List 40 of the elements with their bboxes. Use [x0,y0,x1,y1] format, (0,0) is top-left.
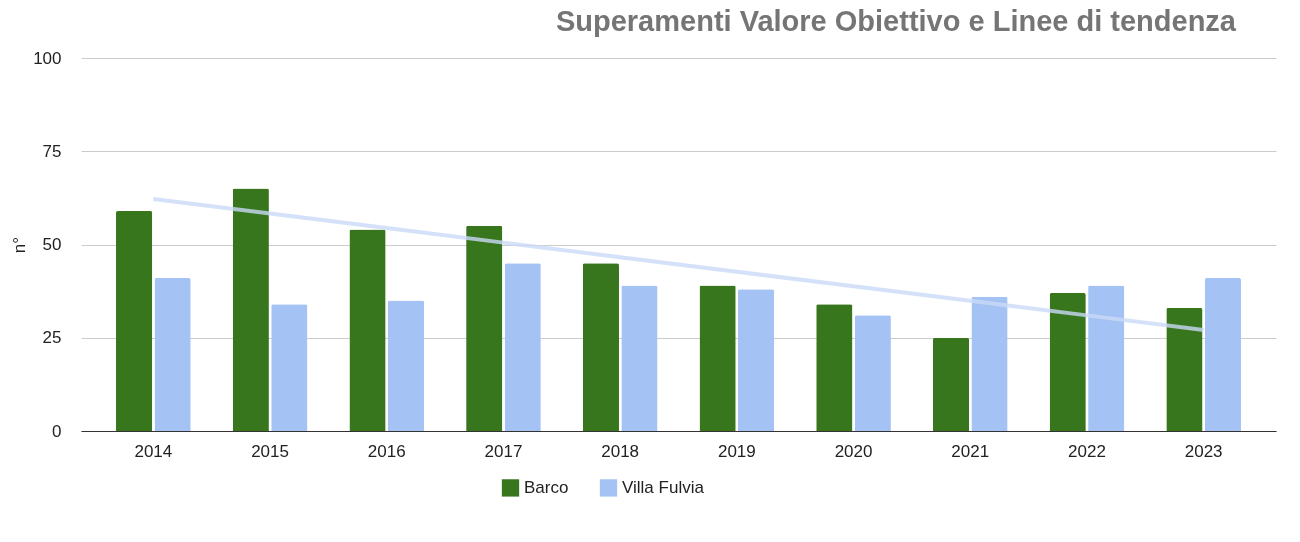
bar [504,263,541,431]
bar [232,188,269,431]
bar [932,337,970,431]
x-tick-label: 2021 [951,441,990,461]
bar [154,278,191,431]
y-tick-label: 0 [52,421,62,441]
bar [582,263,619,431]
bar [466,225,503,431]
bar [738,289,775,431]
x-tick-label: 2023 [1184,441,1223,461]
x-tick-label: 2015 [251,441,289,461]
y-tick-label: 100 [33,48,62,68]
line-series [151,196,1206,332]
y-tick-label: 25 [42,328,62,348]
bar [387,300,425,431]
bar [271,304,308,431]
x-tick-label: 2017 [484,441,523,461]
bar [1166,307,1203,431]
x-tick-label: 2018 [601,441,640,461]
x-tick-label: 2014 [134,441,173,461]
bar [971,296,1008,431]
y-tick-label: 75 [42,141,62,161]
x-tick-label: 2020 [834,441,873,461]
legend-label: Barco [524,477,569,497]
x-tick-label: 2022 [1068,441,1106,461]
bar [1204,278,1241,431]
bar [349,229,386,431]
bar [116,210,153,431]
x-tick-label: 2019 [717,441,756,461]
bar [1049,292,1086,431]
y-tick-label: 50 [42,235,62,254]
x-tick-label: 2016 [367,441,406,461]
legend-label: Villa Fulvia [622,477,705,497]
bar [699,285,736,431]
y-axis-title: n° [10,236,30,254]
bar [816,304,853,431]
bar [854,315,891,431]
chart-title: Superamenti Valore Obiettivo e Linee di tendenza [555,5,1237,37]
bar [621,285,658,431]
bar [1088,285,1125,431]
